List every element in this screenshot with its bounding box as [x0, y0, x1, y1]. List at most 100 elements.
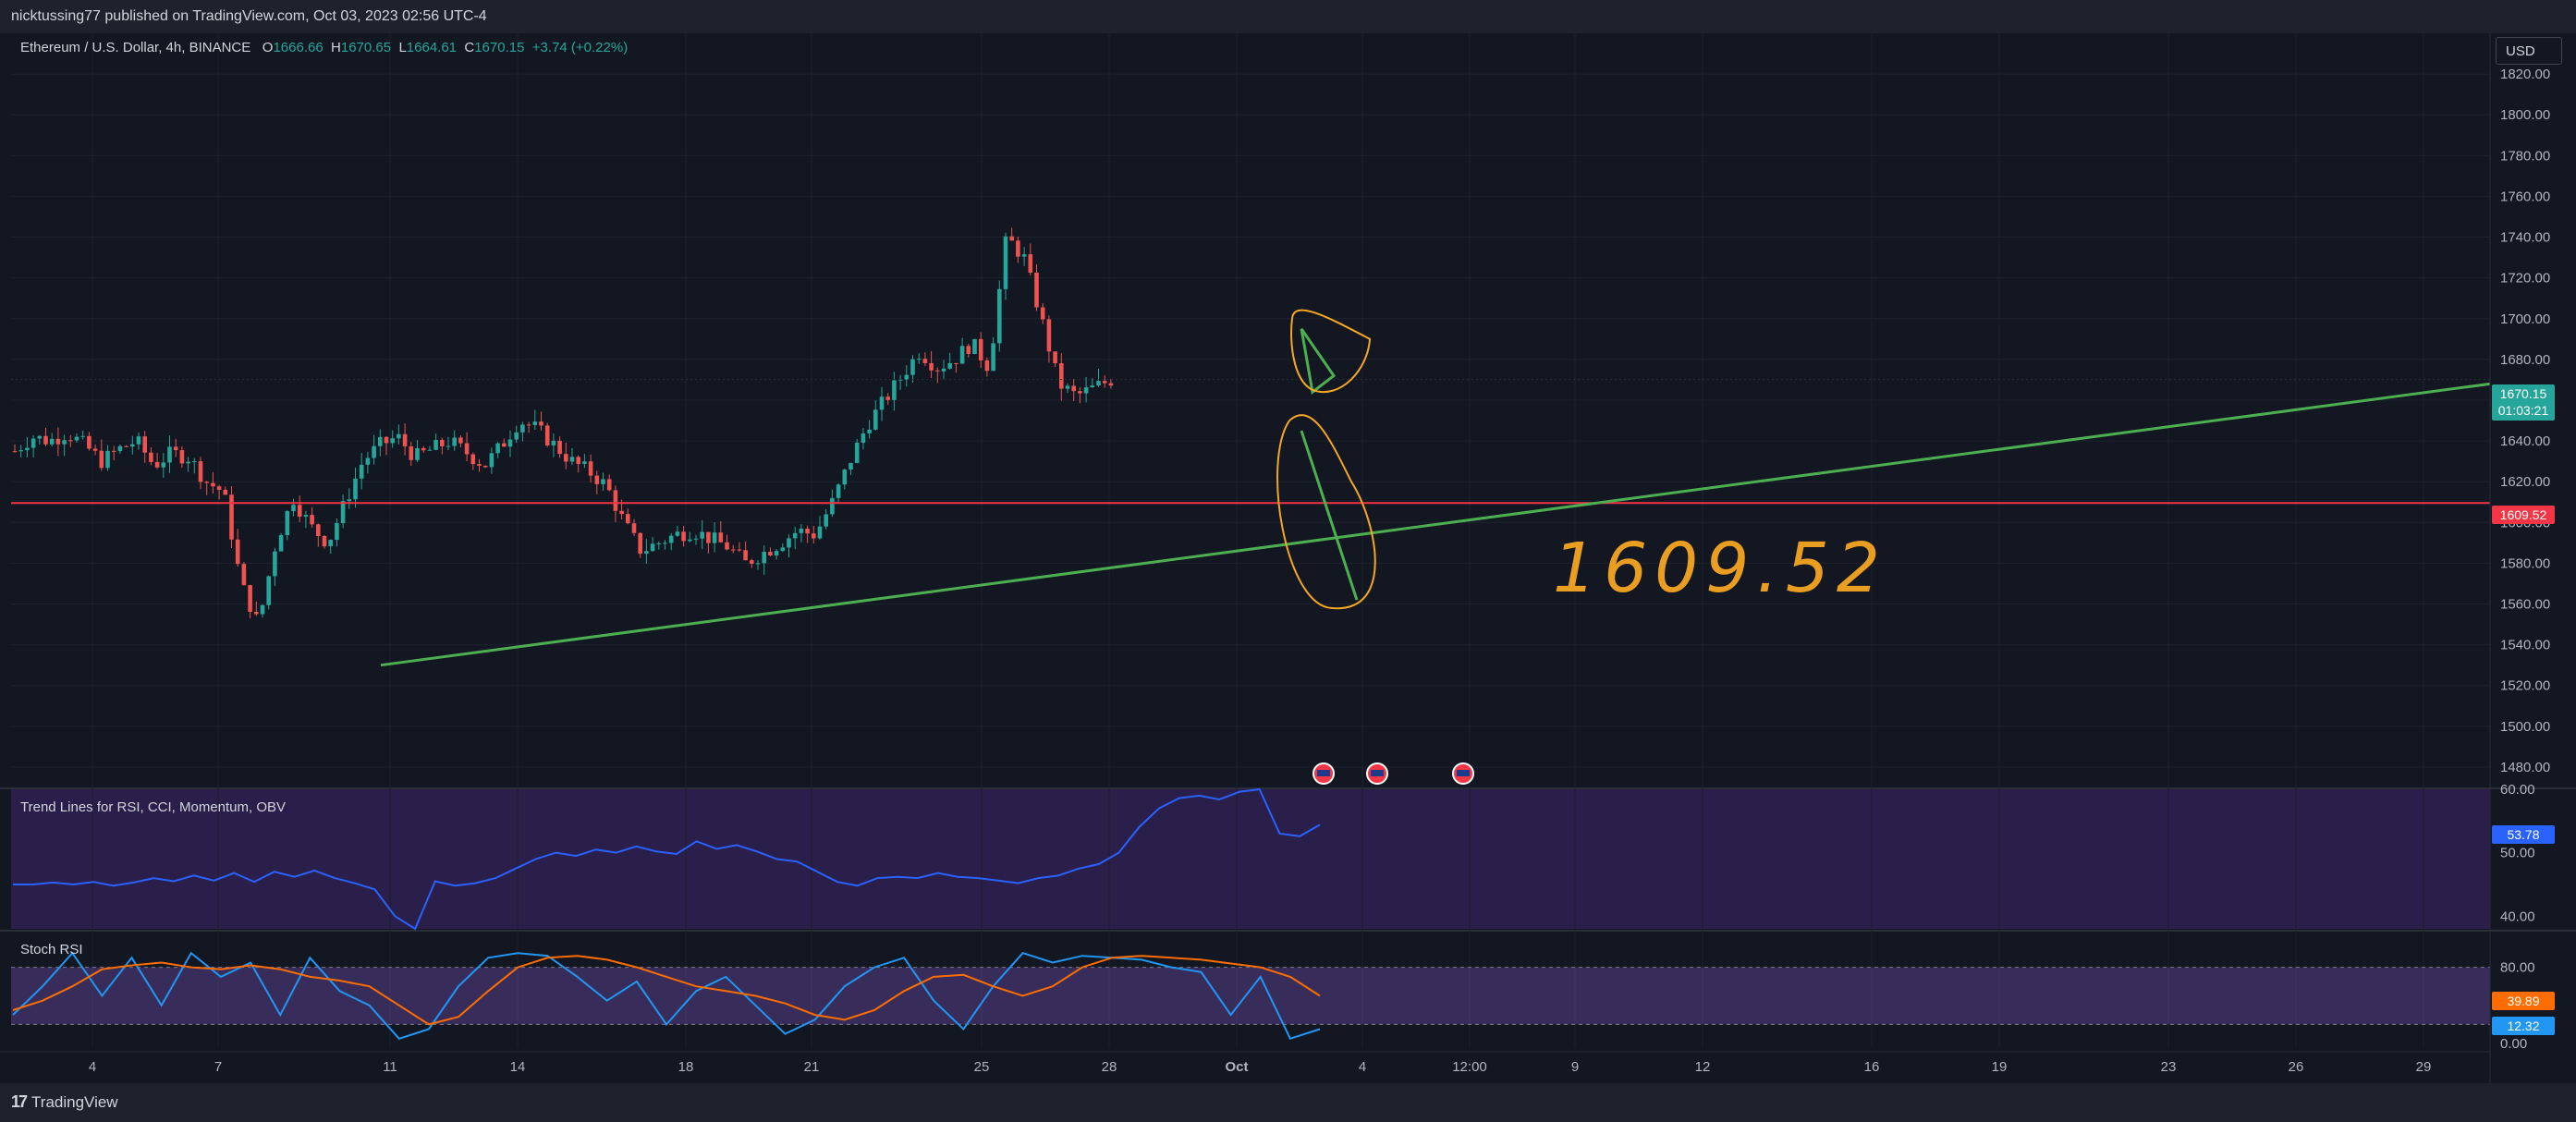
- candle-body: [409, 446, 414, 460]
- published-by-text: nicktussing77 published on TradingView.c…: [11, 8, 487, 24]
- candle-body: [812, 533, 816, 539]
- candle-body: [768, 552, 773, 555]
- candle-body: [644, 551, 649, 555]
- candle-body: [805, 528, 810, 534]
- candle-body: [452, 437, 457, 446]
- candle-body: [576, 457, 580, 464]
- candle-body: [427, 449, 433, 451]
- stoch-band: [11, 967, 2490, 1025]
- candle-body: [941, 368, 946, 372]
- candle-body: [167, 446, 172, 463]
- candle-body: [142, 436, 147, 453]
- x-tick-label: 21: [804, 1059, 820, 1075]
- candle-body: [544, 425, 550, 445]
- candle-body: [1046, 319, 1052, 352]
- candle-body: [799, 528, 804, 533]
- close-value: 1670.15: [474, 40, 525, 55]
- candle-body: [626, 514, 630, 524]
- candle-body: [693, 538, 699, 540]
- candle-body: [266, 576, 271, 605]
- high-value: 1670.65: [340, 40, 392, 55]
- y-tick-label: 1540.00: [2500, 638, 2550, 653]
- candle-body: [730, 549, 736, 551]
- candle-body: [198, 461, 203, 482]
- candle-body: [867, 429, 872, 433]
- rsi-line: [13, 787, 1321, 931]
- candle-body: [1108, 383, 1114, 386]
- axes: 1820.00 1800.00 1780.00 1760.00 1740.00 1720.…: [0, 33, 2550, 1083]
- candle-body: [340, 501, 346, 523]
- y-tick-label: 1740.00: [2500, 230, 2550, 246]
- candle-body: [1003, 236, 1008, 289]
- candle-body: [984, 360, 990, 372]
- tradingview-logo[interactable]: 17 TradingView: [11, 1092, 118, 1112]
- x-tick-label: 11: [383, 1059, 397, 1075]
- candle-body: [1090, 385, 1095, 388]
- candle-body: [681, 531, 686, 542]
- candle-body: [1083, 387, 1089, 394]
- candle-body: [390, 438, 395, 444]
- candle-body: [241, 564, 247, 586]
- candle-body: [161, 462, 166, 468]
- green-triangle-drawing: [1300, 327, 1337, 395]
- candle-body: [179, 450, 185, 464]
- candle-body: [402, 433, 408, 447]
- candle-body: [229, 494, 234, 540]
- candle-body: [117, 445, 123, 452]
- candle-body: [62, 440, 67, 445]
- candle-body: [997, 288, 1002, 344]
- candle-body: [824, 514, 828, 527]
- y-tick-label: 1560.00: [2500, 597, 2550, 613]
- candle-body: [12, 451, 18, 453]
- candle-body: [1034, 273, 1039, 308]
- y-tick-label: 1640.00: [2500, 433, 2550, 449]
- candle-body: [780, 547, 786, 552]
- rising-trendline: [380, 382, 2491, 667]
- x-tick-label: 16: [1864, 1059, 1880, 1075]
- candle-body: [848, 462, 853, 470]
- candle-body: [446, 445, 451, 447]
- level-price-tag: 1609.52: [2492, 506, 2555, 524]
- x-tick-label: 28: [1102, 1059, 1117, 1075]
- flag-icon: [1457, 770, 1470, 776]
- current-price-value: 1670.15: [2499, 386, 2547, 401]
- x-tick-label: 7: [214, 1059, 222, 1075]
- candle-body: [186, 461, 190, 464]
- candle-body: [836, 484, 841, 498]
- candle-body: [1053, 351, 1057, 364]
- candle-body: [588, 461, 593, 476]
- x-tick-label: 26: [2289, 1059, 2304, 1075]
- candle-body: [594, 475, 600, 484]
- candle-body: [601, 479, 605, 484]
- candle-body: [861, 433, 866, 444]
- publisher-header: nicktussing77 published on TradingView.c…: [0, 0, 2576, 33]
- candle-body: [440, 440, 445, 446]
- stoch-tick-label: 80.00: [2500, 960, 2535, 976]
- x-tick-label: 12: [1695, 1059, 1711, 1075]
- candle-body: [557, 440, 562, 455]
- chart-grid: [0, 33, 2576, 1047]
- y-tick-label: 1780.00: [2500, 148, 2550, 164]
- candle-body: [216, 486, 222, 490]
- candle-body: [650, 543, 655, 552]
- candle-body: [564, 454, 568, 462]
- candle-body: [1096, 381, 1101, 386]
- candle-body: [755, 563, 761, 565]
- candle-body: [842, 470, 848, 485]
- candle-body: [273, 551, 277, 577]
- candle-body: [532, 421, 538, 425]
- candle-body: [372, 445, 376, 458]
- candle-body: [470, 454, 476, 465]
- x-tick-label: 29: [2416, 1059, 2432, 1075]
- currency-button[interactable]: USD: [2496, 37, 2562, 65]
- candle-body: [80, 435, 85, 437]
- candle-body: [922, 359, 928, 363]
- candle-body: [507, 439, 513, 447]
- candle-body: [92, 448, 98, 451]
- y-tick-label: 1760.00: [2500, 189, 2550, 204]
- candle-body: [482, 465, 488, 468]
- orange-circle-bottom: [1276, 414, 1376, 609]
- candle-body: [136, 436, 141, 445]
- candle-body: [43, 435, 48, 445]
